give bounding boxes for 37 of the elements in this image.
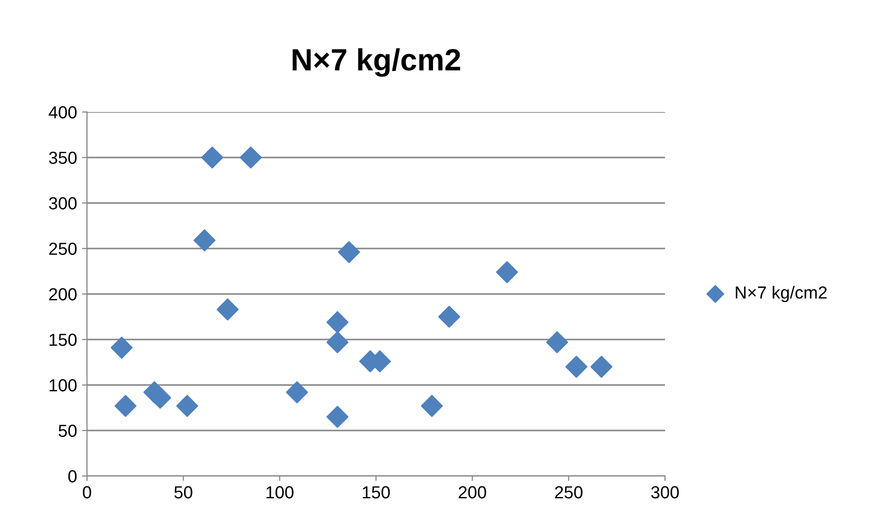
x-tick-label: 150 bbox=[362, 486, 390, 498]
x-tick-label: 50 bbox=[174, 486, 192, 498]
point bbox=[286, 381, 308, 404]
point bbox=[110, 336, 133, 359]
y-tick-label: 350 bbox=[48, 152, 77, 164]
point bbox=[326, 331, 348, 354]
y-tick-label: 0 bbox=[68, 470, 77, 482]
x-tick-label: 300 bbox=[651, 486, 679, 498]
y-tick-label: 150 bbox=[50, 334, 77, 346]
chart-title: N×7 kg/cm2 bbox=[292, 48, 460, 77]
x-tick-label: 200 bbox=[458, 486, 486, 498]
point bbox=[326, 311, 348, 334]
point bbox=[546, 331, 568, 354]
legend-label: N×7 kg/cm2 bbox=[736, 286, 827, 302]
y-tick-label: 250 bbox=[49, 242, 77, 255]
point bbox=[590, 356, 612, 378]
y-tick-label: 100 bbox=[50, 379, 77, 392]
y-tick-label: 50 bbox=[58, 424, 77, 437]
y-tick-label: 300 bbox=[48, 197, 77, 210]
point bbox=[216, 298, 239, 320]
point bbox=[240, 146, 262, 168]
point bbox=[149, 386, 172, 409]
point bbox=[420, 394, 443, 417]
point bbox=[496, 261, 518, 284]
y-tick-label: 200 bbox=[49, 288, 77, 300]
point bbox=[201, 146, 224, 168]
y-tick-label: 400 bbox=[48, 106, 77, 118]
point bbox=[176, 394, 198, 417]
x-tick-label: 0 bbox=[82, 486, 92, 498]
point bbox=[194, 229, 216, 252]
point bbox=[338, 241, 360, 264]
x-tick-label: 250 bbox=[555, 486, 582, 498]
point bbox=[438, 306, 460, 328]
point bbox=[326, 406, 348, 428]
point bbox=[565, 356, 588, 378]
x-tick-label: 100 bbox=[266, 486, 294, 498]
point bbox=[114, 394, 137, 417]
